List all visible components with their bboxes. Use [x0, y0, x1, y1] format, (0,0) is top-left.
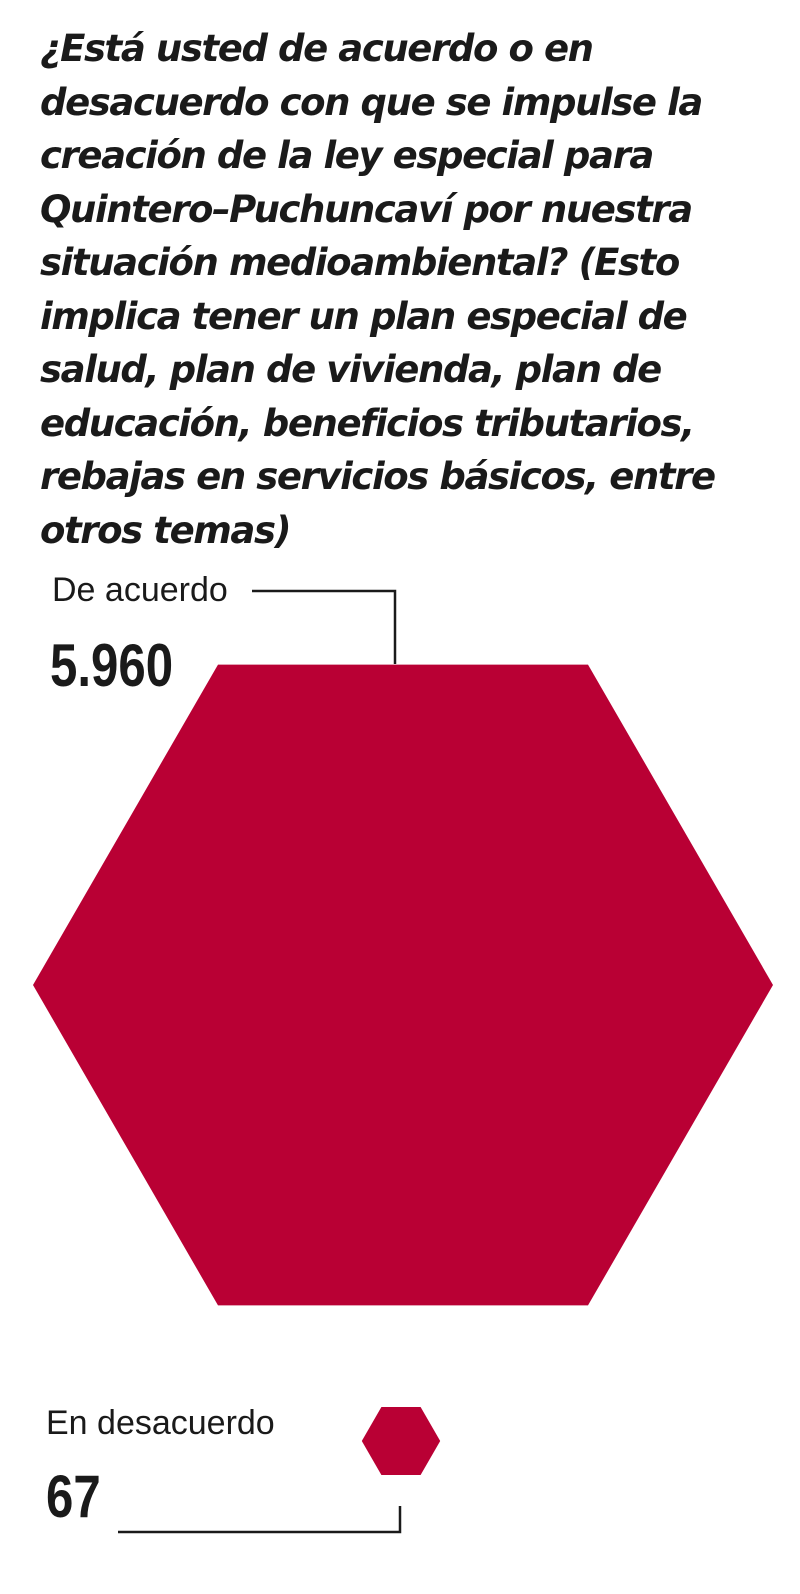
value-label-de-acuerdo: 5.960 [50, 631, 173, 699]
hexagon-en-desacuerdo [361, 1407, 441, 1475]
chart-title: ¿Está usted de acuerdo o en desacuerdo c… [40, 27, 716, 552]
value-label-en-desacuerdo: 67 [46, 1462, 101, 1530]
leader-line-de-acuerdo [252, 589, 397, 664]
hexagon-de-acuerdo [33, 664, 773, 1306]
category-label-de-acuerdo: De acuerdo [52, 571, 228, 609]
category-label-en-desacuerdo: En desacuerdo [46, 1404, 275, 1442]
leader-line-en-desacuerdo [118, 1506, 402, 1534]
